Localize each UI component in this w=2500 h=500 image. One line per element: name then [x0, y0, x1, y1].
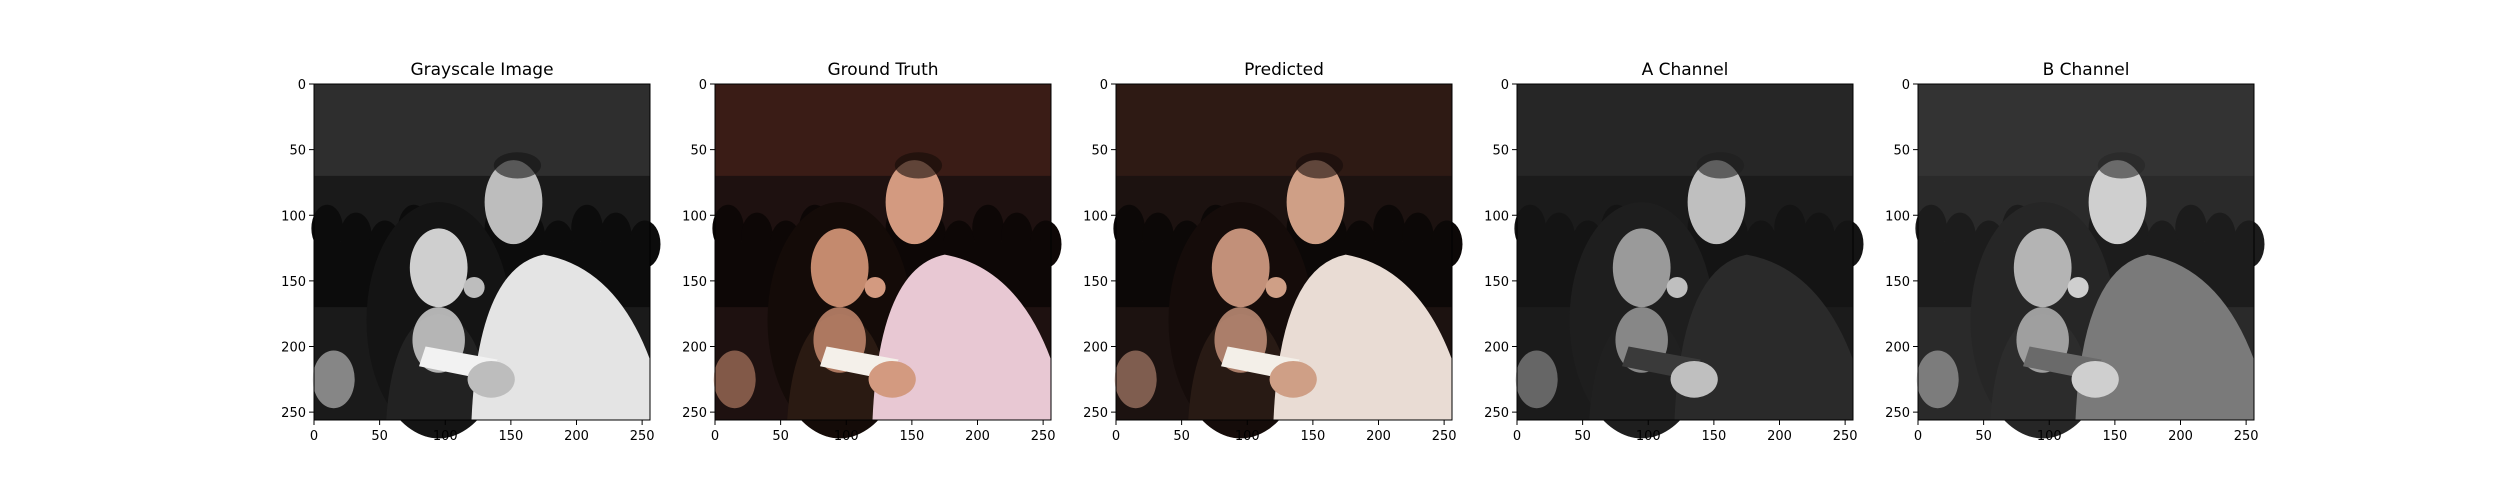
- y-tick-label: 100: [1484, 209, 1509, 224]
- x-tick-label: 250: [1031, 429, 1056, 444]
- panel-a-channel: 0 50 100 150 200 250 0 50 100 150 200 250 A Channel: [1484, 0, 1917, 500]
- x-tick-label: 0: [1112, 429, 1120, 444]
- y-tick-label: 250: [682, 406, 707, 421]
- y-tick-label: 200: [1083, 341, 1108, 356]
- y-tick-label: 200: [1885, 341, 1910, 356]
- panel-ground-truth: 0 50 100 150 200 250 0 50 100 150 200 250 Ground Tru…: [682, 0, 1115, 500]
- panel-axes: 0 50 100 150 200 250 0 50 100 150 200 250: [1083, 78, 1463, 444]
- x-tick-label: 0: [711, 429, 719, 444]
- x-tick-label: 50: [371, 429, 388, 444]
- x-tick-label: 150: [1300, 429, 1325, 444]
- x-tick-label: 250: [2234, 429, 2259, 444]
- x-tick-label: 200: [1767, 429, 1792, 444]
- panel-title: Predicted: [1244, 60, 1324, 80]
- x-tick-label: 100: [1636, 429, 1661, 444]
- axes-frame: [714, 83, 1052, 421]
- x-tick-label: 50: [1975, 429, 1992, 444]
- photo-image: [712, 84, 1062, 439]
- panel-title: A Channel: [1641, 60, 1729, 80]
- y-tick-label: 200: [281, 341, 306, 356]
- panel-axes: 0 50 100 150 200 250 0 50 100 150 200 250: [1484, 78, 1864, 444]
- photo-image: [1113, 84, 1463, 439]
- y-tick-label: 50: [1893, 144, 1910, 159]
- y-tick-label: 200: [1484, 341, 1509, 356]
- x-tick-label: 150: [899, 429, 924, 444]
- x-tick-label: 150: [2102, 429, 2127, 444]
- x-tick-label: 100: [1235, 429, 1260, 444]
- panel-grayscale-image: 0 50 100 150 200 250 0 50 100 150 200 250 Grayscale …: [281, 0, 714, 500]
- panel-axes: 0 50 100 150 200 250 0 50 100 150 200 250: [682, 78, 1062, 444]
- y-tick-label: 50: [1091, 144, 1108, 159]
- x-tick-label: 200: [564, 429, 589, 444]
- axes-frame: [1516, 83, 1854, 421]
- y-tick-label: 100: [1885, 209, 1910, 224]
- x-tick-label: 0: [1914, 429, 1922, 444]
- panel-axes: 0 50 100 150 200 250 0 50 100 150 200 250: [1885, 78, 2265, 444]
- x-tick-label: 250: [630, 429, 655, 444]
- y-tick-label: 0: [1501, 78, 1509, 93]
- photo-image: [1514, 84, 1864, 439]
- y-tick-label: 250: [281, 406, 306, 421]
- y-tick-label: 150: [1885, 275, 1910, 290]
- y-tick-label: 100: [682, 209, 707, 224]
- y-tick-label: 0: [1902, 78, 1910, 93]
- y-tick-label: 250: [1484, 406, 1509, 421]
- x-tick-label: 200: [1366, 429, 1391, 444]
- y-tick-label: 150: [1083, 275, 1108, 290]
- y-tick-label: 0: [1100, 78, 1108, 93]
- x-tick-label: 0: [1513, 429, 1521, 444]
- x-tick-label: 200: [2168, 429, 2193, 444]
- y-tick-label: 250: [1083, 406, 1108, 421]
- y-tick-label: 100: [1083, 209, 1108, 224]
- panel-b-channel: 0 50 100 150 200 250 0 50 100 150 200 250 B Channel: [1885, 0, 2318, 500]
- y-tick-label: 200: [682, 341, 707, 356]
- y-tick-label: 150: [281, 275, 306, 290]
- y-tick-label: 150: [1484, 275, 1509, 290]
- y-tick-label: 50: [289, 144, 306, 159]
- panel-title: Grayscale Image: [410, 60, 554, 80]
- panel-title: Ground Truth: [827, 60, 939, 80]
- y-tick-label: 50: [690, 144, 707, 159]
- y-tick-label: 250: [1885, 406, 1910, 421]
- x-tick-label: 100: [2037, 429, 2062, 444]
- x-tick-label: 200: [965, 429, 990, 444]
- y-tick-label: 0: [298, 78, 306, 93]
- x-tick-label: 100: [433, 429, 458, 444]
- photo-image: [1915, 84, 2265, 439]
- photo-image: [311, 84, 661, 439]
- y-tick-label: 50: [1492, 144, 1509, 159]
- x-tick-label: 250: [1833, 429, 1858, 444]
- x-tick-label: 0: [310, 429, 318, 444]
- panel-predicted: 0 50 100 150 200 250 0 50 100 150 200 250 Predicted: [1083, 0, 1516, 500]
- axes-frame: [1917, 83, 2255, 421]
- y-tick-label: 0: [699, 78, 707, 93]
- y-tick-label: 100: [281, 209, 306, 224]
- x-tick-label: 100: [834, 429, 859, 444]
- x-tick-label: 50: [1574, 429, 1591, 444]
- panel-title: B Channel: [2042, 60, 2130, 80]
- y-tick-label: 150: [682, 275, 707, 290]
- x-tick-label: 50: [772, 429, 789, 444]
- x-tick-label: 250: [1432, 429, 1457, 444]
- panel-axes: 0 50 100 150 200 250 0 50 100 150 200 250: [281, 78, 661, 444]
- x-tick-label: 50: [1173, 429, 1190, 444]
- axes-frame: [313, 83, 651, 421]
- x-tick-label: 150: [498, 429, 523, 444]
- axes-frame: [1115, 83, 1453, 421]
- x-tick-label: 150: [1701, 429, 1726, 444]
